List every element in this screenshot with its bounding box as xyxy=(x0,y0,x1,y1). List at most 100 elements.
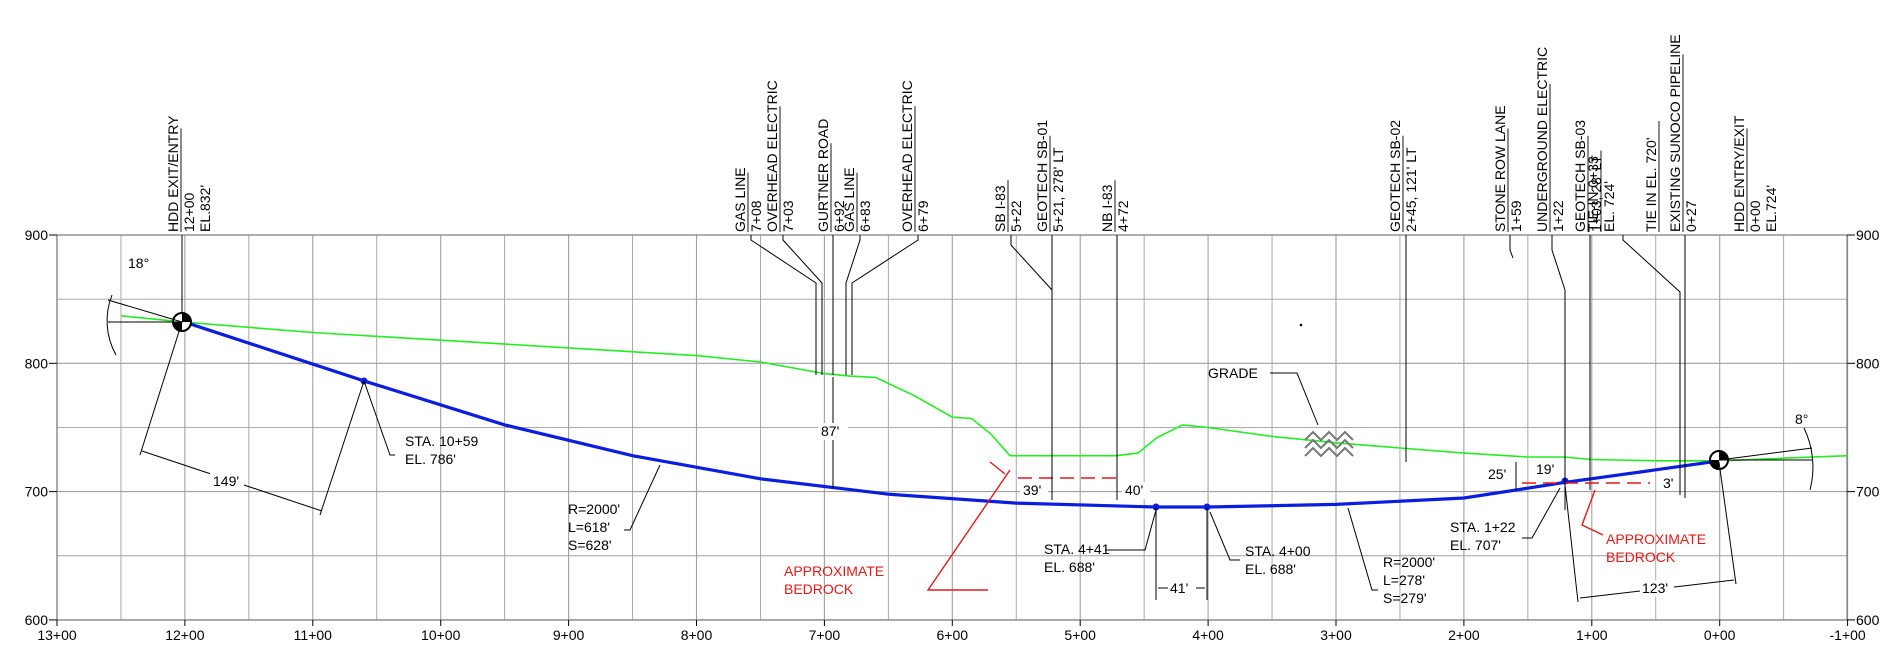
callout-text: EL. 724' xyxy=(1601,181,1617,232)
annotation-text: 18° 8° 149' STA. 10+59 EL. 786' R=2000' … xyxy=(128,255,1808,606)
dim-40-label: 40' xyxy=(1125,482,1143,498)
x-tick-label: 11+00 xyxy=(294,627,332,643)
bedrock-right-line2: BEDROCK xyxy=(1606,549,1676,565)
sta-441-line2: EL. 688' xyxy=(1044,559,1095,575)
sta-1059-line1: STA. 10+59 xyxy=(405,433,479,449)
y-axis-tick-labels: 900 900 800 800 700 700 600 600 xyxy=(25,227,1880,628)
callout-text: 4+72 xyxy=(1115,200,1131,232)
sta-400-line2: EL. 688' xyxy=(1245,561,1296,577)
callout-text: 12+00 xyxy=(181,192,197,232)
callout-text: TIE-IN 0+33 xyxy=(1585,156,1601,232)
angle-left-label: 18° xyxy=(128,255,149,271)
sta-1059-line2: EL. 786' xyxy=(405,451,456,467)
callout-text: GURTNER ROAD xyxy=(815,119,831,232)
callout-text: GEOTECH SB-01 xyxy=(1034,120,1050,232)
dim-123-label: 123' xyxy=(1642,580,1668,596)
x-tick-label: -1+00 xyxy=(1829,627,1865,643)
stray-dot xyxy=(1299,323,1303,327)
bedrock-right-line1: APPROXIMATE xyxy=(1606,531,1706,547)
x-axis-tick-labels: 13+00 12+00 11+00 10+00 9+00 8+00 7+00 6+00 5+00… xyxy=(37,620,1866,643)
x-tick-label: 2+00 xyxy=(1448,627,1480,643)
callout-text: 5+22 xyxy=(1008,200,1024,232)
hdd-bore-path xyxy=(184,320,1720,509)
sta-122-line2: EL. 707' xyxy=(1450,537,1501,553)
callout-text: EXISTING SUNOCO PIPELINE xyxy=(1667,34,1683,232)
x-tick-label: 6+00 xyxy=(937,627,969,643)
bedrock-left-line1: APPROXIMATE xyxy=(784,563,884,579)
sta-400-line1: STA. 4+00 xyxy=(1245,543,1311,559)
dim-3-label: 3' xyxy=(1663,475,1673,491)
dim-25-label: 25' xyxy=(1488,466,1506,482)
y-tick-label-right: 800 xyxy=(1856,355,1880,371)
callout-text: UNDERGROUND ELECTRIC xyxy=(1534,47,1550,232)
x-tick-label: 1+00 xyxy=(1576,627,1608,643)
callout-text: EL.724' xyxy=(1763,185,1779,232)
callout-text: 6+79 xyxy=(915,200,931,232)
x-tick-label: 12+00 xyxy=(165,627,205,643)
dimension-lines xyxy=(106,294,1814,603)
y-tick-label-right: 900 xyxy=(1856,227,1880,243)
sta-122-line1: STA. 1+22 xyxy=(1450,519,1516,535)
callout-text: 6+92 xyxy=(831,200,847,232)
callout-text: 6+83 xyxy=(857,200,873,232)
y-tick-label-left: 900 xyxy=(25,227,49,243)
callout-text: 0+00 xyxy=(1747,200,1763,232)
y-tick-label-right: 600 xyxy=(1856,612,1880,628)
dim-149-label: 149' xyxy=(213,473,239,489)
callout-text: OVERHEAD ELECTRIC xyxy=(899,80,915,232)
x-tick-label: 8+00 xyxy=(681,627,713,643)
callout-text: GEOTECH SB-02 xyxy=(1387,120,1403,232)
dim-39-label: 39' xyxy=(1023,482,1041,498)
callout-text: HDD ENTRY/EXIT xyxy=(1731,115,1747,232)
callout-text: HDD EXIT/ENTRY xyxy=(165,115,181,232)
curve-left-s: S=628' xyxy=(568,537,612,553)
dim-41-label: 41' xyxy=(1170,580,1188,596)
x-tick-label: 0+00 xyxy=(1704,627,1736,643)
callout-text: SB I-83 xyxy=(992,185,1008,232)
callout-text: 1+59 xyxy=(1508,200,1524,232)
callout-text: STONE ROW LANE xyxy=(1492,105,1508,232)
callout-text: TIE IN EL. 720' xyxy=(1643,138,1659,233)
x-tick-label: 4+00 xyxy=(1192,627,1224,643)
x-tick-label: 7+00 xyxy=(809,627,841,643)
y-tick-label-left: 800 xyxy=(25,355,49,371)
callout-text: 0+27 xyxy=(1683,200,1699,232)
callout-labels: HDD EXIT/ENTRY 12+00 EL.832' GAS LINE 7+08 OV… xyxy=(165,34,1779,232)
callout-text: 1+03, 28' LT xyxy=(1588,155,1604,232)
x-tick-label: 10+00 xyxy=(421,627,461,643)
callout-text: 2+45, 121' LT xyxy=(1403,147,1419,232)
x-tick-label: 13+00 xyxy=(37,627,77,643)
callout-text: 5+21, 278' LT xyxy=(1050,147,1066,232)
callout-text: OVERHEAD ELECTRIC xyxy=(764,80,780,232)
callout-text: EL.832' xyxy=(197,185,213,232)
existing-grade-line xyxy=(120,315,1848,462)
callout-text: 1+22 xyxy=(1550,200,1566,232)
gravel-hatch-symbol xyxy=(1304,430,1354,458)
bedrock-left-line2: BEDROCK xyxy=(784,581,854,597)
y-tick-label-left: 700 xyxy=(25,484,49,500)
x-tick-label: 9+00 xyxy=(553,627,585,643)
grid xyxy=(56,234,1849,621)
curve-right-s: S=279' xyxy=(1383,590,1427,606)
sta-441-line1: STA. 4+41 xyxy=(1044,541,1110,557)
y-tick-label-right: 700 xyxy=(1856,484,1880,500)
callout-text: 7+03 xyxy=(780,200,796,232)
callout-text: GEOTECH SB-03 xyxy=(1572,120,1588,232)
curve-left-l: L=618' xyxy=(568,519,610,535)
y-tick-label-left: 600 xyxy=(25,612,49,628)
callout-text: GAS LINE xyxy=(732,167,748,232)
grade-label: GRADE xyxy=(1208,365,1258,381)
curve-left-r: R=2000' xyxy=(568,501,620,517)
x-tick-label: 5+00 xyxy=(1064,627,1096,643)
curve-right-r: R=2000' xyxy=(1383,554,1435,570)
curve-right-l: L=278' xyxy=(1383,572,1425,588)
x-tick-label: 3+00 xyxy=(1320,627,1352,643)
dim-19-label: 19' xyxy=(1536,461,1554,477)
cover-87-label: 87' xyxy=(821,423,839,439)
bedrock-lines xyxy=(926,461,1650,591)
callout-text: NB I-83 xyxy=(1099,184,1115,232)
angle-right-label: 8° xyxy=(1795,411,1808,427)
callout-text: 7+08 xyxy=(748,200,764,232)
callout-text: GAS LINE xyxy=(841,167,857,232)
